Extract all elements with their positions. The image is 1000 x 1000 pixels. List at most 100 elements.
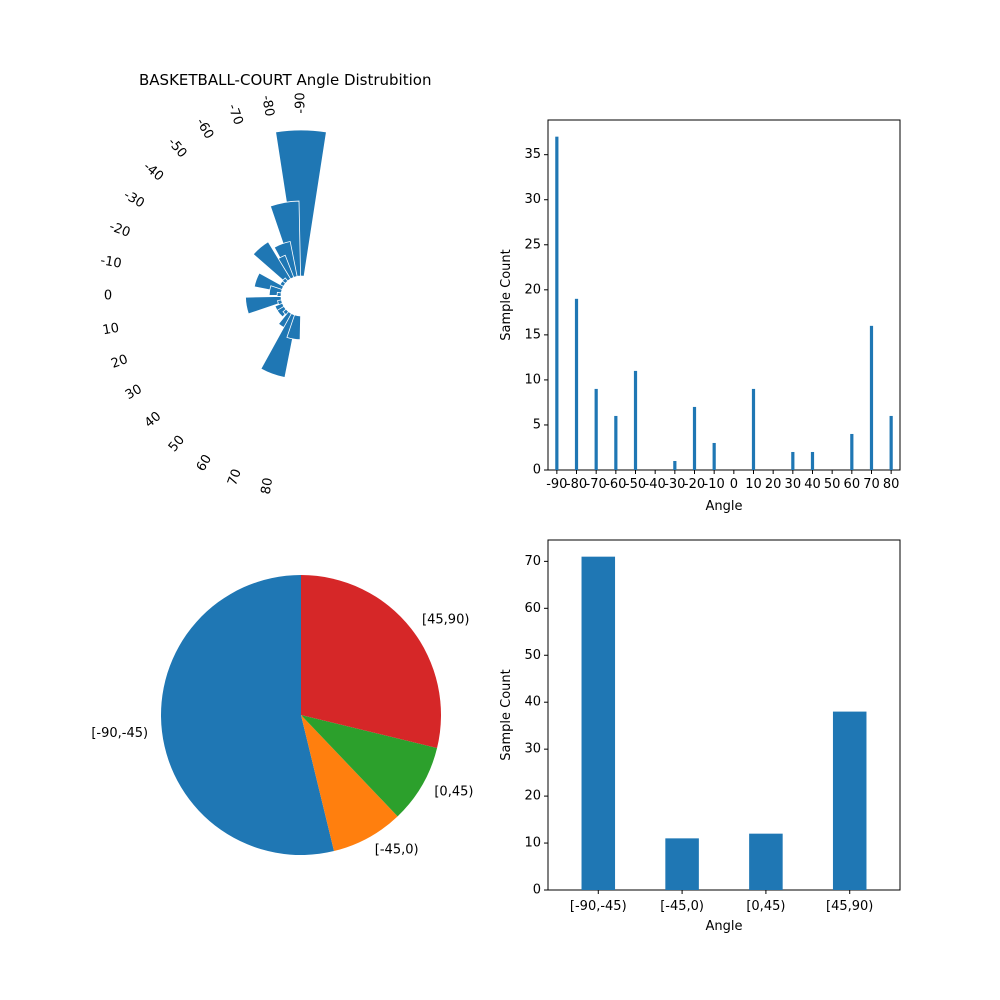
- y-tick-label: 30: [524, 742, 541, 757]
- polar-bar--90: [275, 129, 327, 277]
- y-tick-label: 15: [524, 327, 541, 342]
- y-tick-label: 0: [533, 463, 541, 478]
- polar-tick-label: 10: [101, 321, 120, 339]
- polar-tick-label: -20: [107, 219, 132, 240]
- x-tick-label: [-45,0): [660, 899, 704, 914]
- polar-tick-label: -80: [258, 94, 276, 118]
- y-tick-label: 20: [524, 282, 541, 297]
- axes-frame: [547, 119, 901, 471]
- x-tick-label: 10: [745, 477, 762, 492]
- polar-tick-label: 0: [104, 289, 112, 304]
- polar-tick-label: -60: [193, 116, 217, 142]
- polar-tick-label: 30: [123, 382, 145, 403]
- x-tick-label: [0,45): [746, 899, 785, 914]
- x-tick-label: 30: [785, 477, 802, 492]
- y-tick-label: 25: [524, 237, 541, 252]
- x-axis-label: Angle: [706, 499, 743, 514]
- y-tick-label: 35: [524, 147, 541, 162]
- polar-tick-label: 40: [142, 409, 164, 431]
- polar-tick-label: -50: [164, 135, 189, 161]
- hist-bar--80: [574, 298, 579, 470]
- x-tick-label: -20: [684, 477, 705, 492]
- hist-bar--60: [614, 415, 618, 470]
- y-axis-label: Sample Count: [499, 249, 514, 340]
- pie-slice-0: [161, 575, 335, 856]
- range-bar-1: [665, 838, 699, 890]
- polar-bar-40: [276, 305, 289, 318]
- polar-bar--50: [252, 241, 292, 284]
- hist-bar-60: [850, 433, 854, 470]
- pie-label: [0,45): [434, 785, 473, 800]
- range-pie-chart: [-90,-45) [-45,0) [0,45) [45,90): [91, 575, 473, 858]
- hist-bar--30: [673, 460, 677, 470]
- hist-bar-70: [869, 325, 874, 470]
- range-bar-chart: 0 10 20 30 40 50 60 70 Angle Sample Count [-90,-45…: [499, 539, 901, 934]
- x-tick-label: -30: [664, 477, 685, 492]
- hist-bar-80: [889, 415, 893, 470]
- x-tick-label: 80: [883, 477, 900, 492]
- y-axis-label: Sample Count: [499, 669, 514, 760]
- pie-slice-1: [301, 715, 398, 852]
- polar-tick-label: -30: [121, 188, 147, 212]
- x-tick-label: 20: [765, 477, 782, 492]
- x-tick-label: 60: [844, 477, 861, 492]
- x-tick-label: -10: [704, 477, 725, 492]
- x-tick-label: -50: [625, 477, 646, 492]
- x-tick-label: 70: [863, 477, 880, 492]
- hist-bar-30: [791, 451, 795, 470]
- hist-bar--70: [594, 388, 598, 470]
- x-tick-label: 40: [804, 477, 821, 492]
- x-tick-label: [45,90): [826, 899, 873, 914]
- hist-bar-10: [751, 388, 756, 470]
- x-tick-label: 0: [730, 477, 738, 492]
- y-tick-label: 30: [524, 192, 541, 207]
- y-tick-label: 70: [524, 554, 541, 569]
- polar-tick-label: -70: [224, 102, 245, 127]
- y-tick-label: 0: [533, 883, 541, 898]
- hist-bar-40: [810, 451, 815, 470]
- figure-title: BASKETBALL-COURT Angle Distrubition: [139, 71, 431, 89]
- polar-tick-label: 60: [194, 452, 215, 474]
- range-bar-0: [581, 556, 616, 890]
- polar-tick-label: 80: [259, 477, 277, 496]
- x-tick-label: -80: [566, 477, 587, 492]
- range-bar-2: [749, 833, 783, 890]
- y-tick-label: 40: [524, 695, 541, 710]
- hist-bar--90: [555, 136, 559, 470]
- x-axis-label: Angle: [706, 919, 743, 934]
- y-tick-label: 5: [533, 417, 541, 432]
- axes-frame: [547, 539, 901, 891]
- hist-bar--50: [633, 370, 638, 470]
- hist-bar--10: [712, 442, 716, 470]
- pie-label: [-45,0): [375, 843, 419, 858]
- x-tick-label: [-90,-45): [570, 899, 627, 914]
- polar-tick-label: -10: [99, 253, 123, 271]
- x-tick-label: -70: [586, 477, 607, 492]
- y-tick-label: 10: [524, 372, 541, 387]
- y-tick-label: 20: [524, 789, 541, 804]
- pie-slice-2: [301, 715, 438, 817]
- polar-bar-70: [260, 312, 298, 379]
- polar-tick-label: -90: [294, 92, 309, 113]
- hist-bar--20: [692, 406, 697, 470]
- y-tick-label: 10: [524, 836, 541, 851]
- y-tick-label: 50: [524, 648, 541, 663]
- y-tick-label: 60: [524, 601, 541, 616]
- polar-tick-label: -40: [140, 159, 166, 184]
- angle-histogram: 0 5 10 15 20 25 30 35 Angle Sample Count -90-80-70…: [499, 119, 901, 514]
- polar-tick-label: 50: [166, 433, 188, 455]
- polar-bar-10: [245, 296, 283, 315]
- polar-bar-80: [286, 314, 301, 341]
- x-tick-label: -40: [645, 477, 666, 492]
- polar-tick-label: 20: [109, 352, 130, 372]
- x-tick-label: -60: [605, 477, 626, 492]
- pie-slice-3: [301, 575, 441, 749]
- pie-label: [-90,-45): [91, 726, 148, 741]
- range-bar-3: [832, 711, 867, 890]
- polar-tick-label: 70: [225, 467, 245, 488]
- pie-label: [45,90): [422, 612, 469, 627]
- x-tick-label: -90: [546, 477, 567, 492]
- x-tick-label: 50: [824, 477, 841, 492]
